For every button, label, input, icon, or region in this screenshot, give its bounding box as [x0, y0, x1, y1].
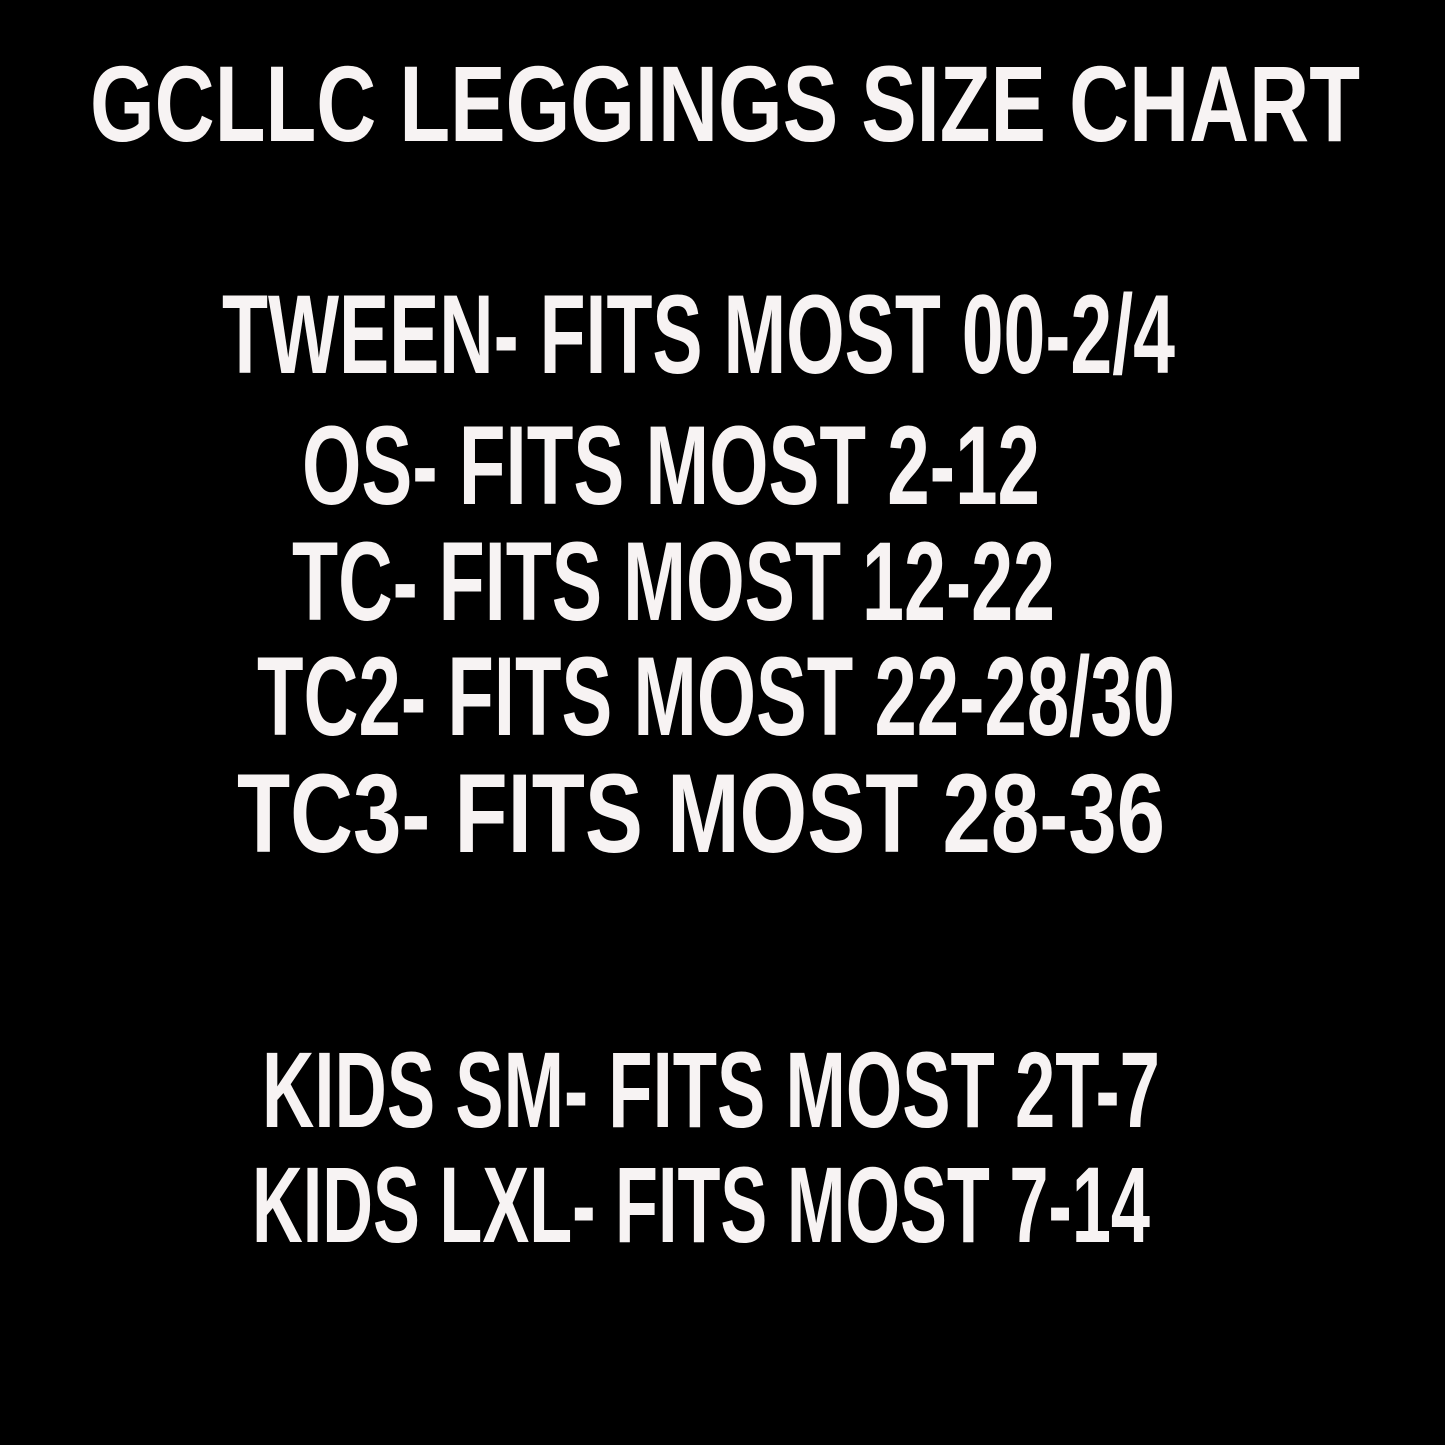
adult-size-list: TWEEN- FITS MOST 00-2/4 OS- FITS MOST 2-… — [222, 272, 1175, 876]
size-row-tween: TWEEN- FITS MOST 00-2/4 — [222, 272, 1175, 397]
size-row-os: OS- FITS MOST 2-12 — [302, 403, 1040, 528]
page-title: GCLLC LEGGINGS SIZE CHART — [90, 43, 1360, 164]
size-row-tc: TC- FITS MOST 12-22 — [292, 519, 1055, 644]
size-row-kids-lxl: KIDS LXL- FITS MOST 7-14 — [252, 1144, 1150, 1265]
kids-size-list: KIDS SM- FITS MOST 2T-7 KIDS LXL- FITS M… — [252, 1029, 1160, 1265]
size-row-kids-sm: KIDS SM- FITS MOST 2T-7 — [262, 1029, 1160, 1150]
size-row-tc3: TC3- FITS MOST 28-36 — [237, 751, 1165, 876]
size-row-tc2: TC2- FITS MOST 22-28/30 — [257, 634, 1175, 759]
